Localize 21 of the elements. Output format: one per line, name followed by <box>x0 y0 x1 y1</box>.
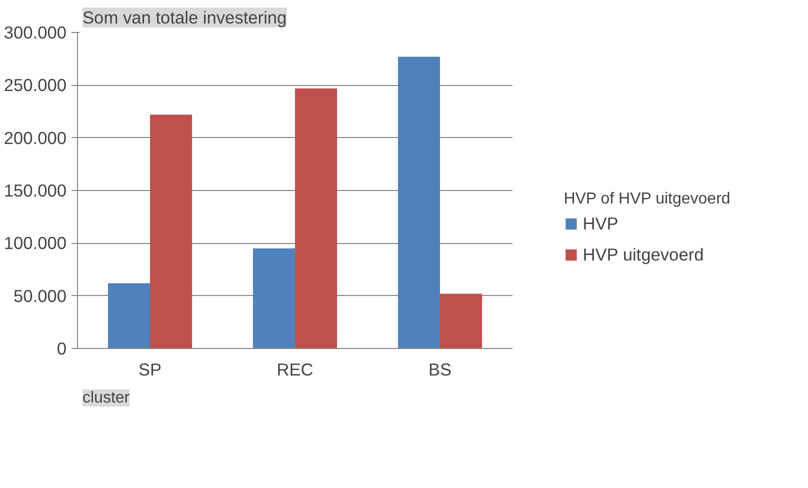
x-tick-label: BS <box>428 360 452 380</box>
x-axis-title: cluster <box>82 390 130 406</box>
bar <box>440 294 482 348</box>
y-tick-label: 150.000 <box>4 180 67 200</box>
bar <box>108 283 150 348</box>
bar <box>295 88 338 348</box>
y-tick-label: 250.000 <box>4 75 67 96</box>
y-tick-label: 300.000 <box>4 22 67 42</box>
legend-label: HVP uitgevoerd <box>582 244 704 265</box>
y-tick-label: 50.000 <box>14 286 66 306</box>
x-tick-label: REC <box>276 360 314 380</box>
bar <box>150 114 192 348</box>
legend-label: HVP <box>582 213 618 234</box>
bar <box>252 248 295 348</box>
chart-title: Som van totale investering <box>82 8 287 28</box>
y-tick-label: 0 <box>56 338 67 358</box>
y-tick-label: 200.000 <box>4 128 67 148</box>
y-tick-label: 100.000 <box>4 233 67 254</box>
legend-title: HVP of HVP uitgevoerd <box>564 190 730 208</box>
x-tick-label: SP <box>138 360 162 380</box>
bar <box>398 56 440 348</box>
